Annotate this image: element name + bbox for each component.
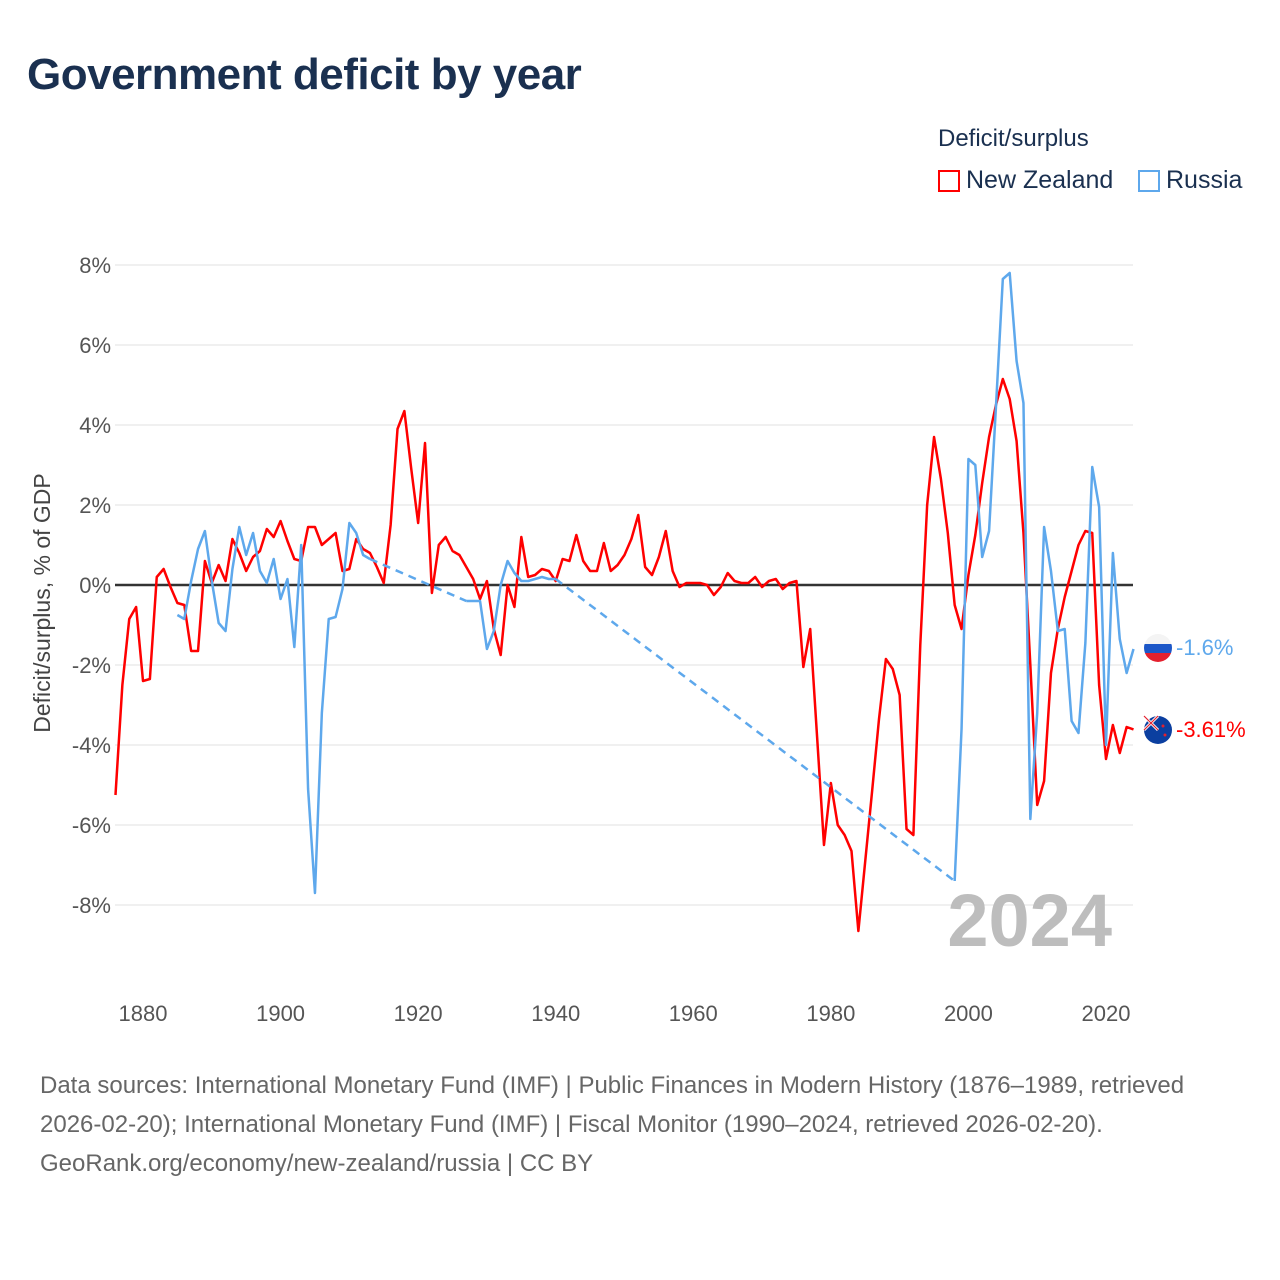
x-tick-label: 1900: [256, 1001, 305, 1026]
x-tick-label: 1920: [394, 1001, 443, 1026]
year-watermark: 2024: [947, 879, 1112, 962]
y-tick-label: -8%: [72, 893, 111, 918]
x-tick-label: 1960: [669, 1001, 718, 1026]
data-sources: Data sources: International Monetary Fun…: [40, 1072, 1185, 1138]
x-tick-label: 2020: [1082, 1001, 1131, 1026]
y-tick-label: -6%: [72, 813, 111, 838]
new-zealand-flag-icon: [1142, 714, 1172, 744]
footer: Data sources: International Monetary Fun…: [40, 1066, 1240, 1183]
legend-label: New Zealand: [966, 166, 1114, 194]
legend-item-russia[interactable]: Russia: [1138, 166, 1242, 195]
y-tick-label: -2%: [72, 653, 111, 678]
chart-title: Government deficit by year: [27, 50, 582, 99]
russia-series-line: [466, 559, 556, 651]
y-tick-label: 6%: [79, 333, 111, 358]
new-zealand-series-line: [114, 377, 1134, 933]
russia-gap-line: [554, 578, 956, 882]
legend-swatch-russia: [1138, 169, 1160, 192]
legend-title: Deficit/surplus: [938, 125, 1089, 152]
new-zealand-end-label: -3.61%: [1176, 717, 1246, 742]
russia-flag-icon: [1144, 634, 1172, 662]
y-tick-label: -4%: [72, 733, 111, 758]
attribution-link[interactable]: GeoRank.org/economy/new-zealand/russia |…: [40, 1150, 594, 1177]
x-tick-label: 1940: [531, 1001, 580, 1026]
y-tick-label: 0%: [79, 573, 111, 598]
russia-gap-line: [369, 557, 467, 603]
y-axis-label: Deficit/surplus, % of GDP: [29, 473, 55, 732]
x-tick-label: 1980: [806, 1001, 855, 1026]
y-tick-label: 2%: [79, 493, 111, 518]
russia-series-line: [176, 521, 371, 895]
x-tick-label: 1880: [119, 1001, 168, 1026]
legend-label: Russia: [1166, 166, 1243, 194]
x-tick-label: 2000: [944, 1001, 993, 1026]
y-tick-label: 8%: [79, 253, 111, 278]
russia-series-line: [953, 271, 1135, 882]
legend-item-new-zealand[interactable]: New Zealand: [938, 166, 1113, 195]
legend-swatch-new-zealand: [938, 169, 960, 192]
russia-end-label: -1.6%: [1176, 635, 1233, 660]
y-tick-label: 4%: [79, 413, 111, 438]
